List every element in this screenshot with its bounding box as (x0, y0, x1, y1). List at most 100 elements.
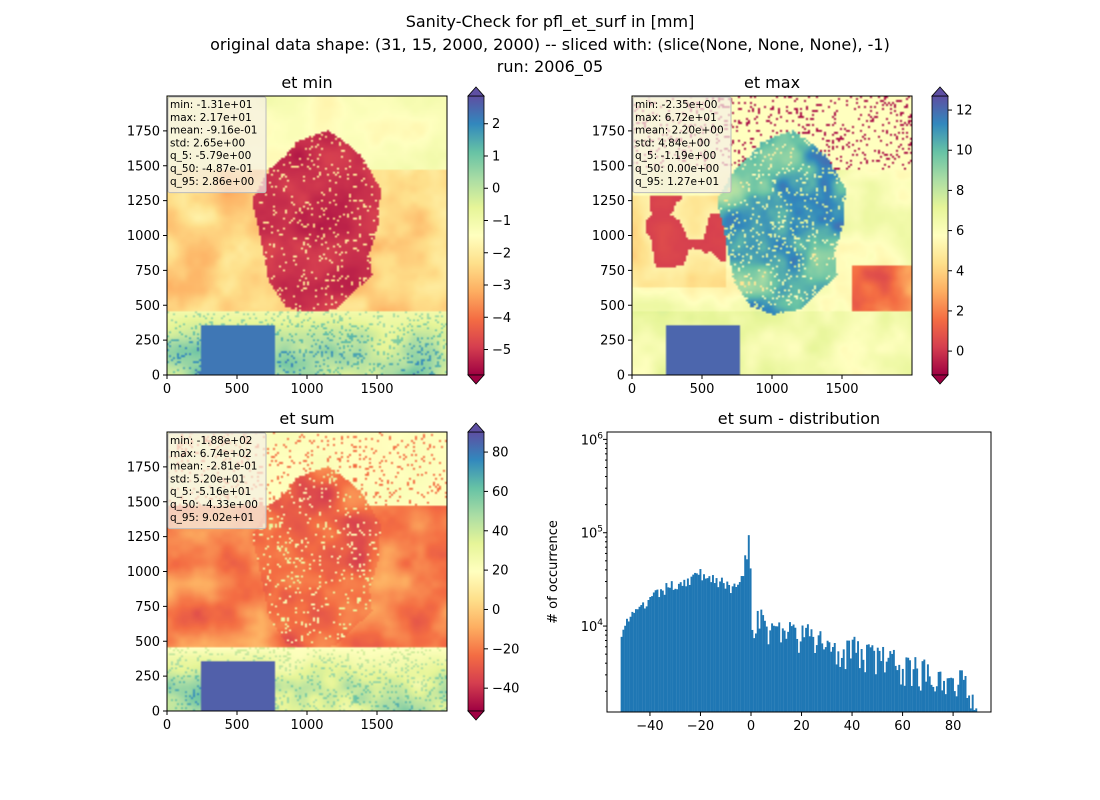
figure-suptitle-line-3: run: 2006_05 (496, 57, 604, 76)
et-max-stats-line-4: q_5: -1.19e+00 (635, 150, 716, 162)
histogram-bar (643, 608, 646, 712)
histogram-bar (962, 679, 965, 712)
histogram-bar (846, 640, 849, 712)
histogram-bar (629, 616, 632, 712)
histogram-bar (964, 676, 967, 712)
histogram-bar (892, 649, 895, 712)
et-max-cbar-tick-label-4: 8 (956, 184, 964, 199)
histogram-bar (674, 588, 677, 712)
histogram-bar (860, 649, 863, 712)
et-sum-ytick-label-3: 750 (135, 600, 160, 615)
et-min-ytick-label-7: 1750 (127, 124, 160, 139)
histogram-bar (780, 642, 782, 712)
et-max-ytick-label-1: 250 (600, 334, 625, 349)
histogram-bar (731, 586, 734, 712)
histogram-bar (882, 646, 885, 712)
histogram-bar (724, 588, 727, 712)
histogram-bar (808, 636, 811, 712)
histogram-bar (796, 638, 799, 712)
et-min-colorbar (467, 95, 485, 376)
histogram-bar (849, 658, 852, 712)
histogram-bar (767, 644, 770, 712)
histogram-bar (713, 583, 716, 712)
histogram-bar (670, 581, 673, 712)
et-max-cbar-tick-label-0: 0 (956, 345, 964, 360)
histogram-bar (821, 643, 824, 712)
histogram-bar (726, 581, 729, 712)
histogram-bar (941, 690, 944, 712)
histogram-bar (801, 625, 804, 712)
histogram-bar (735, 586, 738, 712)
et-min-panel: et min 0 500 1000 1500 0 250 500 750 1000 1250 1500… (127, 73, 511, 397)
hist-xtick-label-4: 40 (844, 719, 861, 734)
histogram-bar (789, 622, 791, 712)
et-max-xtick-label-3: 1500 (825, 382, 858, 397)
et-sum-stats-line-0: min: -1.88e+02 (170, 435, 252, 447)
histogram-bar (894, 665, 897, 712)
histogram-bar (857, 641, 860, 712)
histogram-bar (887, 657, 890, 712)
histogram-bar (665, 583, 668, 712)
histogram-bar (711, 575, 714, 712)
histogram-bar (928, 676, 931, 712)
histogram-bar (722, 583, 725, 712)
et-min-stats-box (167, 96, 267, 194)
et-max-xtick-label-1: 500 (690, 382, 715, 397)
histogram-bar (810, 629, 813, 712)
et-max-stats-line-3: std: 4.84e+00 (635, 137, 710, 149)
histogram-bar (855, 652, 858, 712)
histogram-bar (830, 651, 833, 712)
histogram-bar (851, 639, 854, 712)
histogram-bar (898, 664, 901, 712)
histogram-bar (758, 628, 761, 712)
histogram-bar (910, 685, 913, 712)
histogram-bar (934, 691, 937, 712)
histogram-bar (651, 596, 654, 712)
histogram-bar (839, 666, 842, 712)
et-sum-stats-line-1: max: 6.74e+02 (170, 448, 252, 460)
et-sum-panel: et sum 0 500 1000 1500 0 250 500 750 1000 1250 1500… (127, 409, 520, 733)
histogram-bar (663, 594, 666, 712)
histogram-bar (624, 625, 627, 712)
histogram-bar (953, 691, 956, 712)
et-max-ytick-label-2: 500 (600, 299, 625, 314)
histogram-bar (642, 602, 645, 712)
et-sum-cbar-tick-label-5: 60 (492, 485, 509, 500)
histogram-bar (738, 582, 741, 712)
et-max-stats-line-2: mean: 2.20e+00 (635, 125, 724, 137)
et-sum-ytick-label-4: 1000 (127, 565, 160, 580)
histogram-bar (840, 657, 843, 712)
histogram-bar (968, 695, 971, 712)
histogram-bar (950, 677, 953, 712)
histogram-bar (866, 644, 868, 712)
histogram-bar (652, 592, 655, 712)
et-sum-cbar-tick-label-0: −40 (492, 682, 519, 697)
histogram-bar (677, 583, 680, 712)
histogram-bar (771, 623, 774, 712)
histogram-bar (948, 678, 951, 712)
et-sum-stats-line-4: q_5: -5.16e+01 (170, 486, 251, 498)
histogram-bar (907, 657, 910, 712)
histogram-bar (656, 589, 659, 712)
histogram-bar (717, 587, 720, 712)
histogram-bar (701, 580, 704, 712)
histogram-bar (819, 631, 822, 712)
et-sum-ytick-label-0: 0 (152, 705, 160, 720)
et-sum-cbar-tick-label-4: 40 (492, 524, 509, 539)
hist-xtick-label-2: 0 (747, 719, 755, 734)
et-max-cbar-tick-label-1: 2 (956, 304, 964, 319)
figure-suptitle-line-2: original data shape: (31, 15, 2000, 2000… (210, 35, 890, 54)
et-min-title: et min (281, 73, 332, 92)
histogram-bar (772, 625, 775, 712)
et-sum-stats-box (167, 432, 267, 530)
et-sum-ytick-label-7: 1750 (127, 460, 160, 475)
histogram-bar (869, 647, 872, 712)
histogram-bar (952, 678, 954, 712)
histogram-bar (937, 671, 940, 712)
histogram-bar (844, 669, 847, 712)
histogram-bar (636, 609, 639, 712)
et-max-xtick-label-2: 1000 (755, 382, 788, 397)
et-min-cbar-tick-label-0: −5 (492, 343, 511, 358)
histogram-bar (939, 671, 942, 712)
